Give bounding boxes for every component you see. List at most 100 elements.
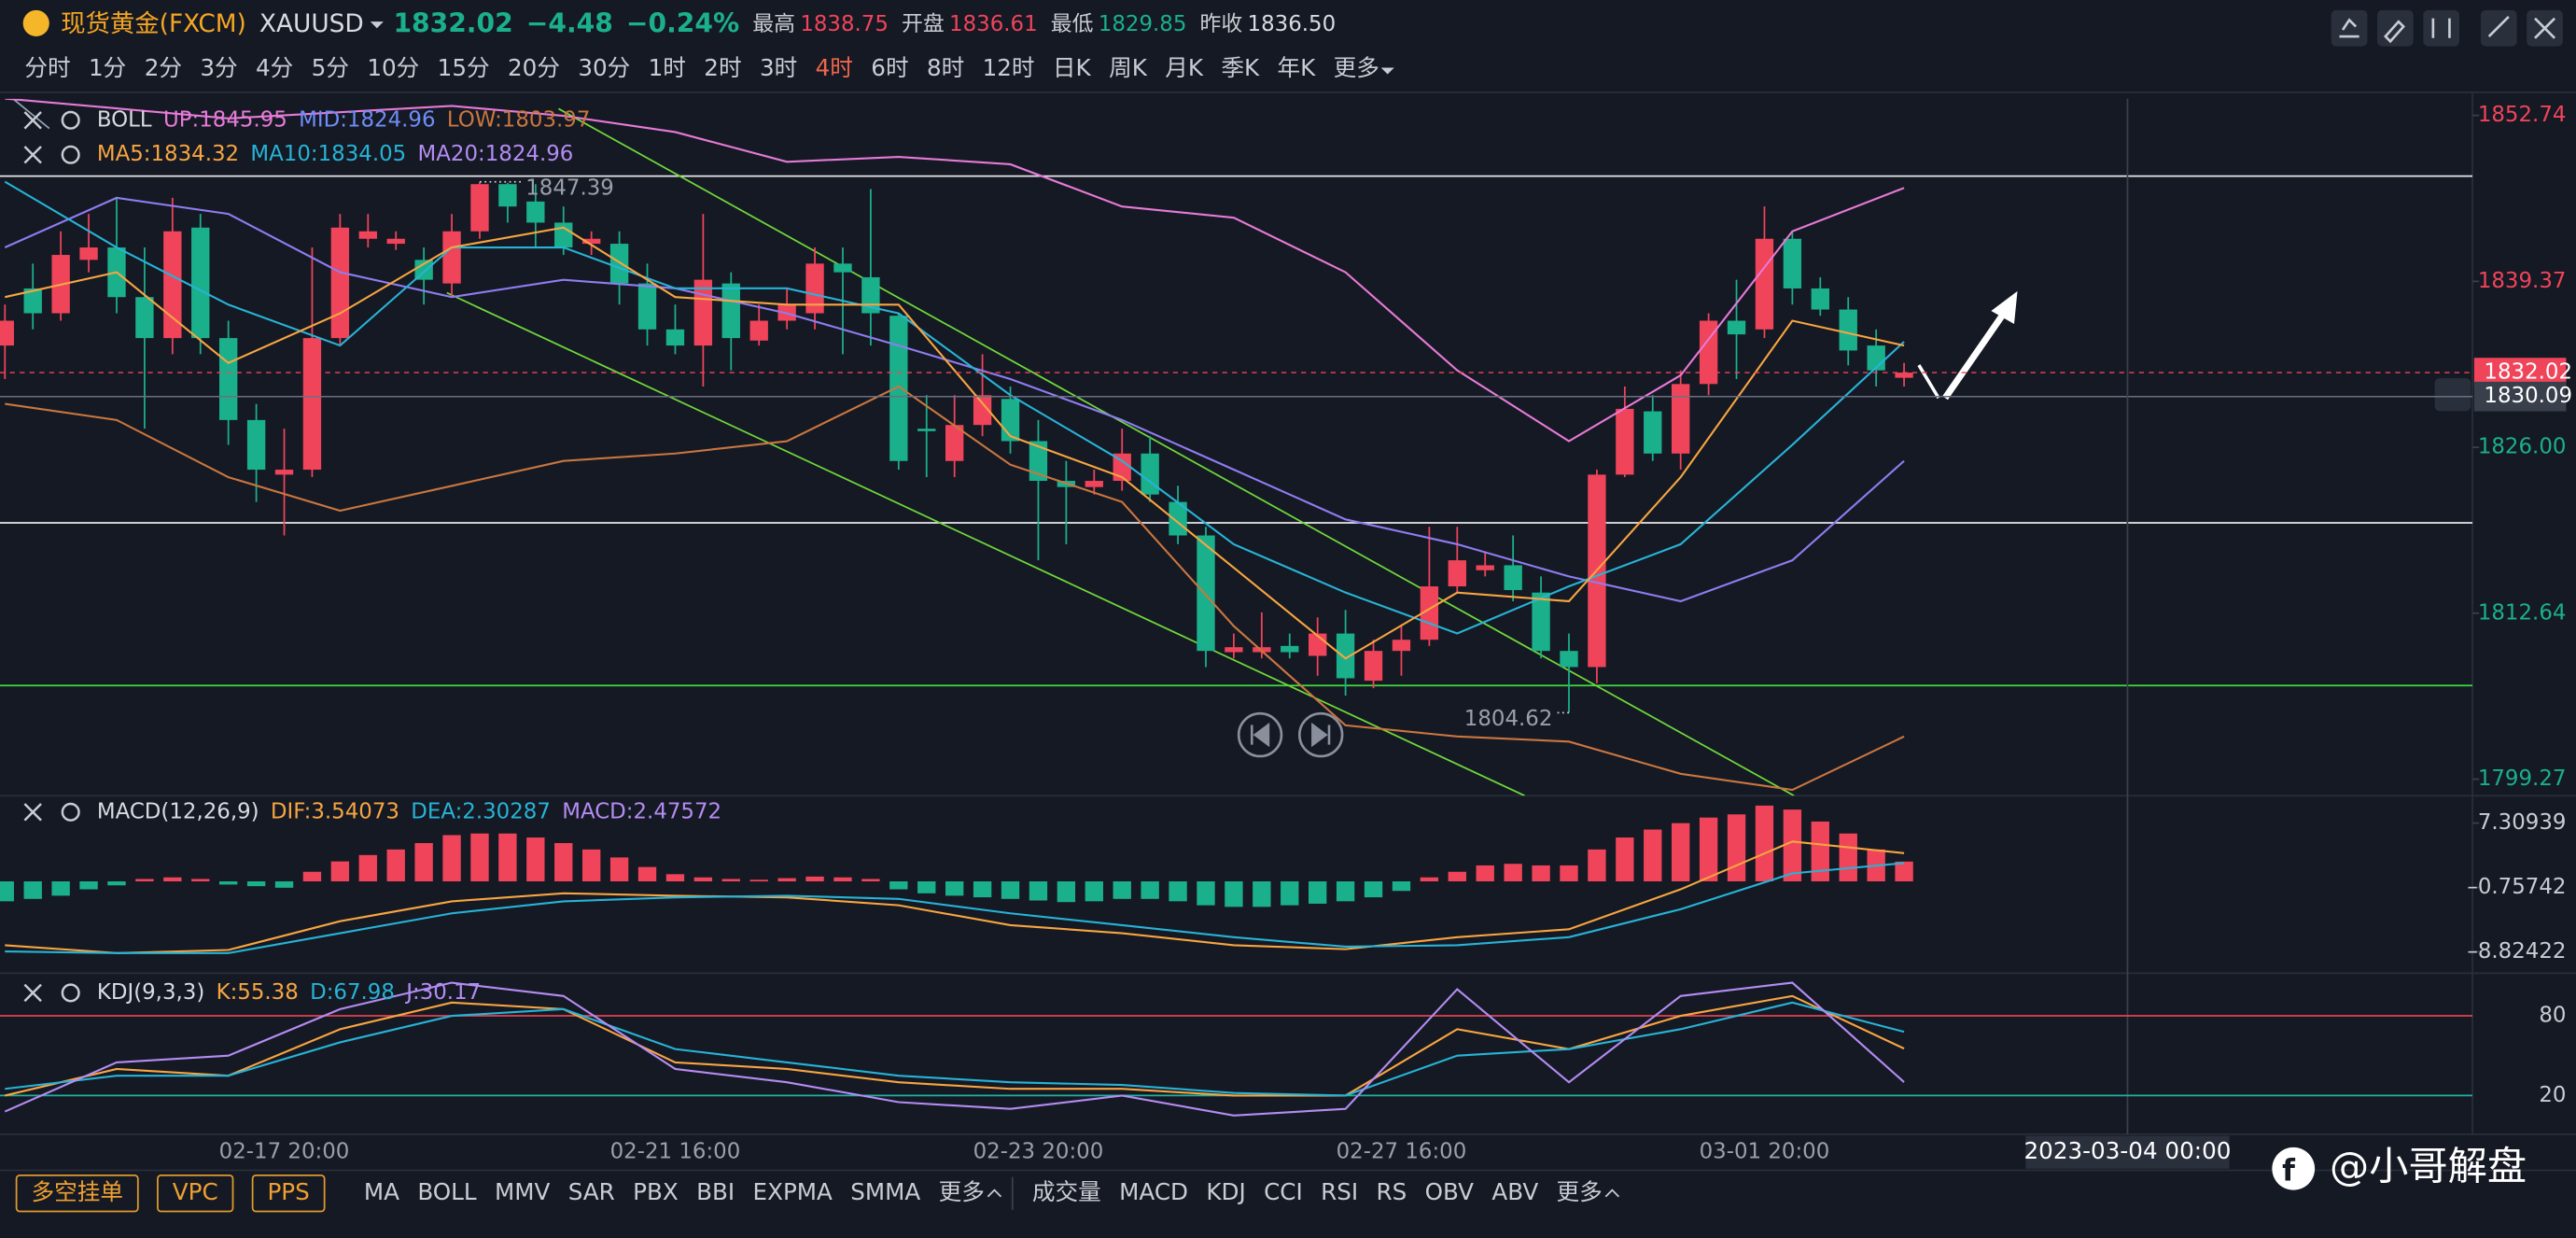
indicator-tab[interactable]: RSI <box>1321 1178 1358 1205</box>
x-tick-label: 02-21 16:00 <box>610 1140 741 1164</box>
alert-button[interactable] <box>2434 378 2471 412</box>
toolbar-icons <box>2331 9 2563 47</box>
legend-item: K:55.38 <box>217 980 299 1005</box>
period-tab[interactable]: 12时 <box>983 54 1035 81</box>
period-tab[interactable]: 季K <box>1221 54 1260 81</box>
y-tick-label: –0.75742 <box>2467 875 2566 899</box>
indicator-tab[interactable]: SAR <box>568 1178 615 1205</box>
period-tab[interactable]: 30分 <box>578 54 630 81</box>
x-tick-label: 02-17 20:00 <box>219 1140 350 1164</box>
period-tab[interactable]: 1分 <box>89 54 126 81</box>
price-tag <box>2473 381 2567 412</box>
indicator-tab[interactable]: MMV <box>495 1178 550 1205</box>
next-button[interactable] <box>1298 711 1344 758</box>
period-tab[interactable]: 6时 <box>871 54 908 81</box>
period-tab[interactable]: 5分 <box>312 54 349 81</box>
macd-bar <box>1364 881 1383 898</box>
indicator-tab[interactable]: SMMA <box>850 1178 920 1205</box>
indicator-tab[interactable]: RS <box>1377 1178 1407 1205</box>
candle-body <box>1560 651 1578 668</box>
period-tab[interactable]: 1时 <box>649 54 686 81</box>
period-tab[interactable]: 20分 <box>508 54 560 81</box>
indicator-tab[interactable]: KDJ <box>1206 1178 1245 1205</box>
period-tab[interactable]: 8时 <box>927 54 964 81</box>
period-tab[interactable]: 2时 <box>704 54 741 81</box>
indicator-tab[interactable]: BOLL <box>417 1178 477 1205</box>
prev-button[interactable] <box>1237 711 1283 758</box>
indicator-tab[interactable]: CCI <box>1264 1178 1303 1205</box>
candle-body <box>218 338 238 420</box>
period-tab[interactable]: 3分 <box>200 54 237 81</box>
tool-button[interactable] <box>2377 9 2414 47</box>
candle-body <box>1420 586 1439 640</box>
period-tab[interactable]: 更多 <box>1334 54 1379 81</box>
candle-body <box>274 470 294 475</box>
y-tick-label: 1826.00 <box>2478 435 2567 459</box>
tool-button[interactable] <box>2331 9 2368 47</box>
indicator-tab[interactable]: BBI <box>696 1178 735 1205</box>
drawings <box>0 98 2473 796</box>
period-tab[interactable]: 月K <box>1165 54 1204 81</box>
period-tab[interactable]: 2分 <box>145 54 182 81</box>
candle-body <box>526 201 545 223</box>
macd-bar <box>442 835 461 882</box>
indicator-tab[interactable]: MA <box>364 1178 399 1205</box>
header-text: −0.24% <box>626 8 739 39</box>
tool-button[interactable] <box>2423 9 2460 47</box>
watermark: @小哥解盘 <box>2330 1143 2527 1189</box>
candle-body <box>1448 560 1466 587</box>
indicator-tab[interactable]: 成交量 <box>1032 1178 1101 1205</box>
macd-bar <box>1783 809 1802 882</box>
trend-line[interactable] <box>446 291 1525 796</box>
caret-up <box>1604 1189 1620 1198</box>
macd-bar <box>1336 881 1355 902</box>
indicator-tab[interactable]: 更多 <box>939 1178 985 1205</box>
panel-borders <box>0 91 2576 1172</box>
period-tab[interactable]: 4时 <box>816 54 853 81</box>
candle-body <box>1672 384 1690 454</box>
macd-bar <box>330 861 350 882</box>
legend-item: LOW:1803.97 <box>447 107 591 132</box>
trend-line[interactable] <box>12 98 50 130</box>
period-tab[interactable]: 周K <box>1109 54 1148 81</box>
period-tab[interactable]: 3时 <box>760 54 797 81</box>
stat-label: 昨收 <box>1199 12 1242 36</box>
order-button[interactable] <box>251 1174 326 1213</box>
candle-body <box>0 320 14 346</box>
period-tab[interactable]: 分时 <box>24 54 70 81</box>
toolbar-glyphs <box>2339 15 2556 44</box>
macd-bar <box>1420 877 1439 882</box>
order-button[interactable] <box>15 1174 139 1213</box>
macd-bar <box>1169 881 1187 902</box>
macd-bar <box>1588 849 1606 882</box>
macd-bar <box>721 879 740 882</box>
watermark-glyph: f <box>2282 1154 2296 1188</box>
y-tick-label: –8.82422 <box>2467 939 2566 964</box>
y-tick-label: 7.30939 <box>2478 810 2567 835</box>
settings-icon <box>61 802 80 822</box>
period-tab[interactable]: 15分 <box>438 54 490 81</box>
indicator-tab[interactable]: MACD <box>1119 1178 1188 1205</box>
trend-line[interactable] <box>558 107 1795 796</box>
period-tab[interactable]: 日K <box>1053 54 1092 81</box>
order-button[interactable] <box>157 1174 234 1213</box>
macd-bar <box>665 874 685 882</box>
indicator-tab[interactable]: ABV <box>1491 1178 1538 1205</box>
period-tab[interactable]: 4分 <box>256 54 293 81</box>
indicator-tab[interactable]: OBV <box>1425 1178 1475 1205</box>
indicator-tab[interactable]: PBX <box>633 1178 679 1205</box>
settings-icon <box>61 110 80 130</box>
indicator-tab[interactable]: 更多 <box>1557 1178 1603 1205</box>
indicator-tab[interactable]: EXPMA <box>753 1178 833 1205</box>
cursor-tag <box>2025 1135 2230 1169</box>
macd-bar <box>609 857 629 882</box>
close-icon <box>23 803 42 822</box>
period-tab[interactable]: 10分 <box>367 54 419 81</box>
macd-bar <box>1057 881 1076 903</box>
settings-icon <box>61 983 80 1003</box>
period-tab[interactable]: 年K <box>1278 54 1317 81</box>
indicator-line <box>5 862 1905 954</box>
replay-controls <box>1237 711 1344 758</box>
y-tick-label: 1812.64 <box>2478 600 2567 625</box>
legend-item: MA20:1824.96 <box>418 142 574 166</box>
